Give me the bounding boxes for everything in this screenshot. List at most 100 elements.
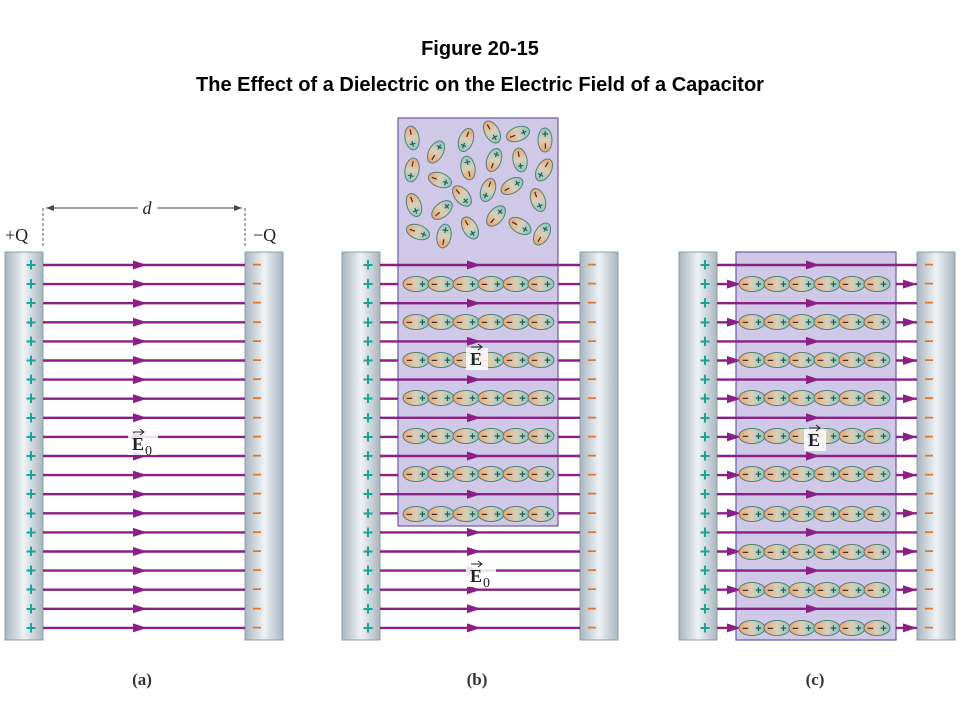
dipole-molecule: −+ [763, 582, 791, 598]
svg-text:−: − [767, 279, 773, 291]
svg-text:−: − [404, 128, 417, 136]
plus-charge-sign: + [26, 427, 37, 447]
svg-text:−: − [842, 469, 848, 481]
field-arrow [133, 489, 147, 499]
svg-text:+: + [404, 172, 417, 180]
svg-text:+: + [805, 509, 811, 521]
svg-text:+: + [805, 355, 811, 367]
svg-text:+: + [544, 431, 550, 443]
plus-charge-sign: + [700, 274, 711, 294]
svg-text:−: − [842, 355, 848, 367]
field-arrow [467, 623, 481, 633]
svg-text:+: + [419, 431, 425, 443]
field-arrow [467, 451, 481, 461]
svg-text:+: + [880, 279, 886, 291]
dipole-molecule: −+ [863, 544, 891, 560]
plus-charge-sign: + [700, 580, 711, 600]
minus-charge-sign: − [587, 544, 596, 561]
dipole-molecule: −+ [532, 222, 553, 245]
minus-charge-sign: − [252, 276, 261, 293]
dipole-molecule: −+ [502, 390, 530, 406]
minus-charge-sign: − [924, 314, 933, 331]
svg-text:+: + [419, 355, 425, 367]
svg-text:E: E [470, 566, 482, 586]
minus-charge-sign: − [924, 391, 933, 408]
svg-text:+: + [544, 355, 550, 367]
svg-text:+: + [444, 279, 450, 291]
minus-charge-sign: − [924, 486, 933, 503]
dipole-molecule: −+ [813, 390, 841, 406]
field-arrow [903, 623, 917, 633]
plus-charge-sign: + [363, 427, 374, 447]
dipole-molecule: −+ [738, 352, 766, 368]
panel-label-b: (b) [467, 670, 488, 689]
svg-text:+: + [755, 279, 761, 291]
field-arrow [133, 585, 147, 595]
plus-charge-sign: + [700, 618, 711, 638]
dipole-molecule: −+ [738, 466, 766, 482]
dipole-molecule: −+ [451, 185, 472, 208]
svg-text:+: + [494, 279, 500, 291]
plus-charge-sign: + [700, 522, 711, 542]
dipole-molecule: −+ [763, 544, 791, 560]
svg-text:−: − [792, 317, 798, 329]
field-arrow [806, 566, 820, 576]
svg-text:+: + [805, 393, 811, 405]
svg-text:+: + [544, 469, 550, 481]
dipole-molecule: −+ [456, 127, 475, 153]
dipole-molecule: −+ [838, 582, 866, 598]
svg-text:−: − [867, 355, 873, 367]
dipole-molecule: −+ [527, 506, 555, 522]
svg-text:−: − [481, 393, 487, 405]
field-arrow [133, 470, 147, 480]
dipole-molecule: −+ [788, 314, 816, 330]
svg-text:+: + [755, 317, 761, 329]
plus-charge-sign: + [26, 312, 37, 332]
svg-text:+: + [755, 585, 761, 597]
svg-text:−: − [842, 317, 848, 329]
dipole-molecule: −+ [738, 276, 766, 292]
svg-text:−: − [429, 172, 439, 185]
dipole-molecule: −+ [427, 390, 455, 406]
svg-text:−: − [502, 183, 514, 197]
svg-text:−: − [531, 355, 537, 367]
svg-text:−: − [742, 279, 748, 291]
minus-charge-sign: − [252, 429, 261, 446]
plus-charge-sign: + [363, 618, 374, 638]
plus-charge-sign: + [26, 522, 37, 542]
plus-charge-sign: + [26, 274, 37, 294]
field-arrow [133, 508, 147, 518]
dipole-molecule: −+ [763, 466, 791, 482]
svg-text:+: + [490, 150, 503, 160]
field-arrow [467, 336, 481, 346]
dipole-molecule: −+ [763, 428, 791, 444]
svg-text:−: − [792, 547, 798, 559]
plus-charge-sign: + [26, 255, 37, 275]
plus-charge-sign: + [700, 427, 711, 447]
dipole-molecule: −+ [477, 276, 505, 292]
field-arrow [727, 470, 741, 480]
svg-text:+: + [544, 279, 550, 291]
svg-text:+: + [755, 469, 761, 481]
field-arrow [727, 317, 741, 327]
field-arrow [727, 279, 741, 289]
dipole-molecule: −+ [763, 276, 791, 292]
field-arrow [806, 375, 820, 385]
minus-charge-sign: − [587, 372, 596, 389]
dipole-molecule: −+ [452, 314, 480, 330]
plus-charge-sign: + [700, 408, 711, 428]
minus-charge-sign: − [924, 257, 933, 274]
dipole-molecule: −+ [537, 127, 553, 153]
plus-charge-sign: + [363, 580, 374, 600]
svg-text:E: E [470, 349, 482, 369]
field-arrow [467, 585, 481, 595]
svg-text:+: + [544, 317, 550, 329]
minus-charge-sign: − [587, 429, 596, 446]
svg-text:+: + [519, 509, 525, 521]
minus-charge-sign: − [924, 563, 933, 580]
svg-text:+: + [519, 469, 525, 481]
svg-text:+: + [494, 509, 500, 521]
svg-text:−: − [481, 122, 495, 134]
svg-text:+: + [444, 431, 450, 443]
svg-text:−: − [506, 469, 512, 481]
